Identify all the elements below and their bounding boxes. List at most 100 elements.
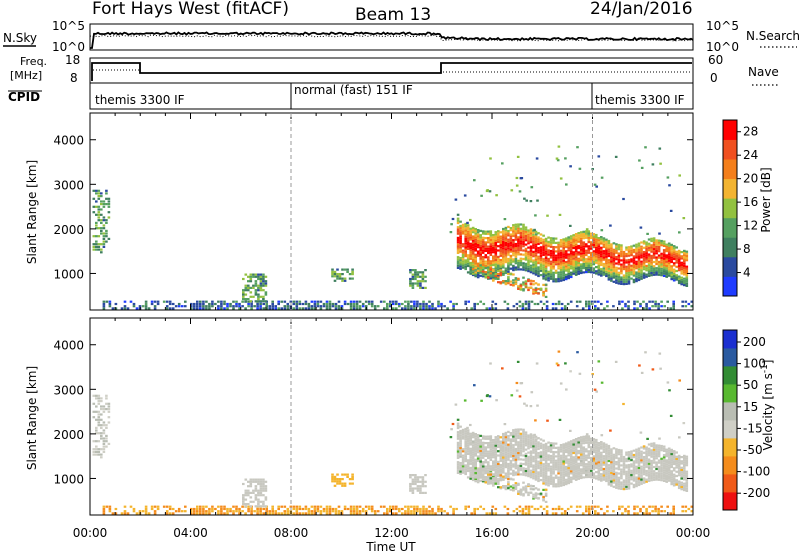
velocity-cell xyxy=(647,449,651,452)
velocity-cell xyxy=(229,507,232,511)
velocity-cell xyxy=(108,507,112,511)
velocity-cell xyxy=(497,441,500,444)
power-cell xyxy=(677,251,681,255)
power-cell xyxy=(466,239,470,242)
velocity-cell xyxy=(319,505,323,508)
power-cell xyxy=(459,250,462,253)
power-cell xyxy=(265,305,268,308)
power-cell xyxy=(605,264,608,267)
velocity-cell xyxy=(373,512,377,515)
velocity-cell xyxy=(650,472,653,475)
power-cell xyxy=(665,271,668,274)
power-cell xyxy=(650,248,653,251)
velocity-cell xyxy=(650,444,653,448)
velocity-cell xyxy=(524,469,528,473)
velocity-cell xyxy=(479,447,482,450)
velocity-cell xyxy=(670,448,673,451)
velocity-cell xyxy=(529,484,533,487)
power-cell xyxy=(602,256,606,259)
power-cell xyxy=(529,247,533,250)
power-cell xyxy=(592,241,596,244)
power-cell xyxy=(265,302,268,306)
power-cell xyxy=(471,268,475,271)
power-cell xyxy=(630,269,633,272)
velocity-cell xyxy=(519,491,523,494)
power-cell xyxy=(529,200,533,203)
power-cell xyxy=(672,270,676,273)
velocity-cell xyxy=(487,481,490,484)
velocity-cell xyxy=(524,507,528,511)
power-cell xyxy=(524,262,528,265)
power-cell xyxy=(554,261,558,264)
velocity-cell xyxy=(637,456,641,459)
velocity-cell xyxy=(349,505,353,508)
power-cell xyxy=(459,237,462,240)
power-cell xyxy=(499,263,503,266)
velocity-cell xyxy=(123,510,127,513)
power-cell xyxy=(502,236,505,239)
power-cell xyxy=(590,245,593,248)
power-cell xyxy=(523,197,526,200)
power-cell xyxy=(672,257,676,261)
power-cell xyxy=(655,271,658,274)
power-cell xyxy=(569,267,573,270)
power-cell xyxy=(650,274,653,277)
velocity-cell xyxy=(564,472,568,475)
velocity-cell xyxy=(617,448,621,452)
velocity-cell xyxy=(464,440,467,443)
velocity-cell xyxy=(476,455,480,458)
velocity-cell xyxy=(554,463,558,467)
power-cell xyxy=(597,256,601,259)
power-cell xyxy=(552,246,555,249)
velocity-cell xyxy=(307,510,311,513)
velocity-cell xyxy=(97,402,101,405)
velocity-cell xyxy=(685,464,689,467)
velocity-cell xyxy=(156,507,160,511)
velocity-cell xyxy=(607,457,611,460)
power-cell xyxy=(506,307,510,310)
velocity-cell xyxy=(683,474,686,477)
velocity-cell xyxy=(283,505,287,508)
power-cell xyxy=(492,272,495,275)
velocity-cell xyxy=(542,446,545,449)
velocity-cell xyxy=(489,475,493,479)
velocity-cell xyxy=(232,512,235,515)
power-cell xyxy=(588,305,591,308)
power-cell xyxy=(196,307,199,310)
power-cell xyxy=(549,275,553,278)
velocity-cell xyxy=(471,459,475,462)
velocity-cell xyxy=(587,467,591,470)
velocity-cell xyxy=(456,467,460,470)
velocity-cell xyxy=(569,463,573,466)
velocity-cell xyxy=(205,505,208,508)
velocity-cell xyxy=(492,451,495,454)
power-cell xyxy=(630,258,633,261)
power-cell xyxy=(456,232,460,235)
velocity-cell xyxy=(466,463,470,466)
velocity-cell xyxy=(605,471,608,474)
power-cell xyxy=(425,305,428,308)
power-cell xyxy=(627,250,631,253)
power-cell xyxy=(579,241,583,245)
velocity-cell xyxy=(542,463,545,466)
velocity-cell xyxy=(502,447,505,451)
velocity-cell xyxy=(655,461,658,464)
velocity-cell xyxy=(325,507,329,511)
power-cell xyxy=(627,271,631,274)
velocity-cell xyxy=(250,512,253,515)
velocity-cell xyxy=(193,507,196,511)
power-cell xyxy=(497,238,500,241)
power-cell xyxy=(492,261,495,264)
power-cell xyxy=(594,307,597,310)
velocity-cell xyxy=(262,485,265,488)
velocity-cell xyxy=(529,465,533,468)
power-cell xyxy=(564,260,568,264)
velocity-cell xyxy=(559,473,563,477)
power-cell xyxy=(471,272,475,275)
power-data xyxy=(92,145,694,310)
velocity-cell xyxy=(254,485,258,488)
power-cell xyxy=(625,276,628,279)
velocity-cell xyxy=(582,454,586,458)
velocity-cell xyxy=(632,456,636,459)
velocity-cell xyxy=(507,462,510,466)
